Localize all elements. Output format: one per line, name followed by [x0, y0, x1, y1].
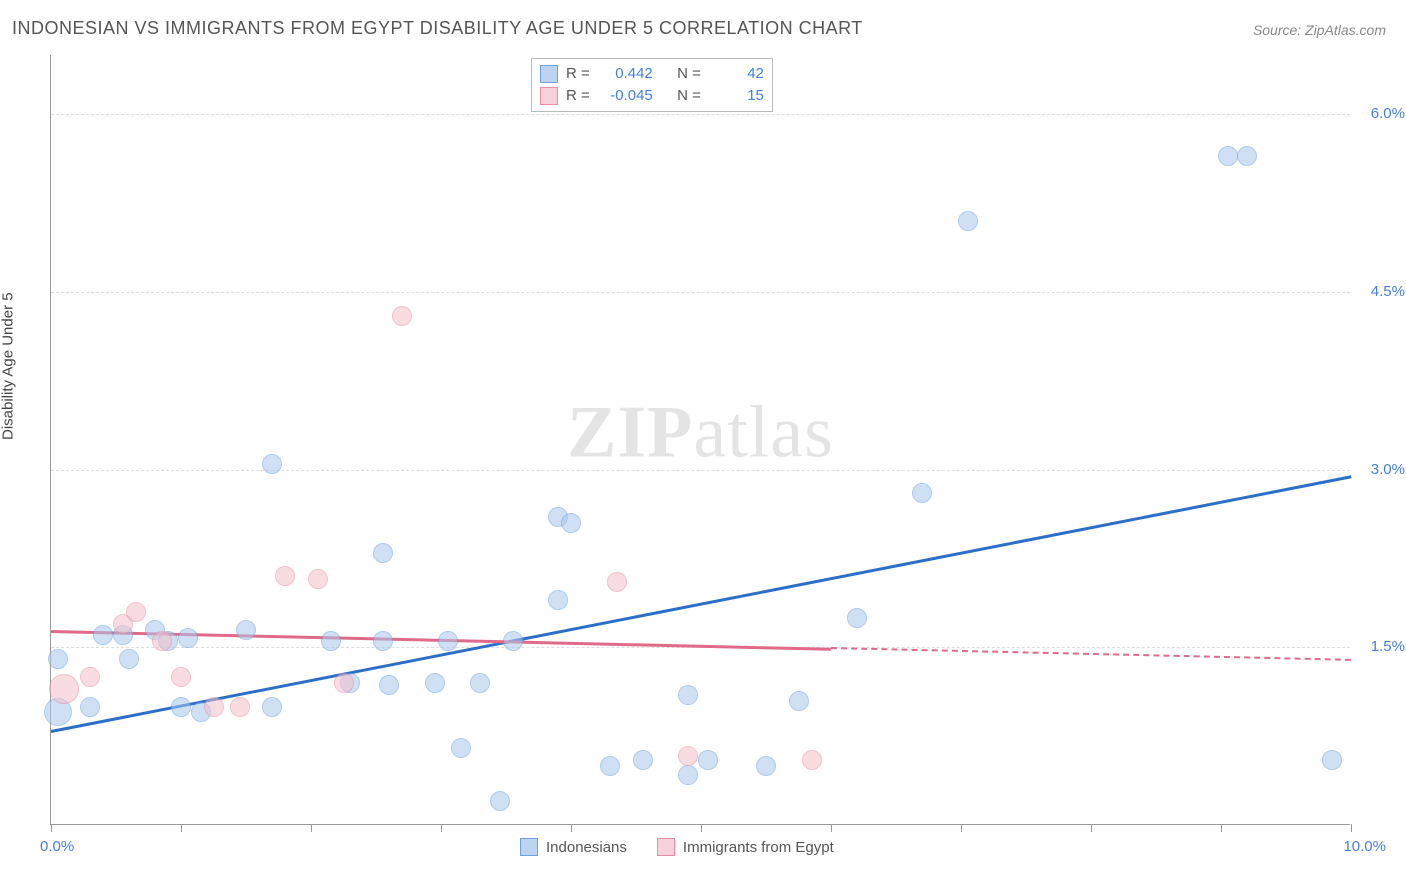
data-point-egypt [607, 572, 627, 592]
y-tick-label: 3.0% [1371, 461, 1405, 478]
data-point-indonesians [80, 697, 100, 717]
data-point-indonesians [119, 649, 139, 669]
data-point-indonesians [958, 211, 978, 231]
data-point-indonesians [470, 673, 490, 693]
x-axis-end-label: 10.0% [1343, 838, 1386, 855]
data-point-indonesians [178, 628, 198, 648]
x-tick [831, 824, 832, 832]
data-point-egypt [126, 602, 146, 622]
legend-label-egypt: Immigrants from Egypt [683, 839, 834, 856]
data-point-egypt [308, 569, 328, 589]
data-point-egypt [152, 631, 172, 651]
x-axis-start-label: 0.0% [40, 838, 74, 855]
data-point-indonesians [503, 631, 523, 651]
data-point-indonesians [236, 620, 256, 640]
data-point-egypt [171, 667, 191, 687]
data-point-indonesians [600, 756, 620, 776]
chart-title: INDONESIAN VS IMMIGRANTS FROM EGYPT DISA… [12, 18, 863, 39]
data-point-indonesians [373, 543, 393, 563]
n-value-egypt: 15 [709, 85, 764, 107]
data-point-indonesians [1322, 750, 1342, 770]
data-point-indonesians [262, 454, 282, 474]
x-tick [571, 824, 572, 832]
data-point-indonesians [633, 750, 653, 770]
data-point-egypt [204, 697, 224, 717]
n-value-indonesians: 42 [709, 63, 764, 85]
data-point-egypt [334, 673, 354, 693]
swatch-pink [540, 87, 558, 105]
bottom-legend: Indonesians Immigrants from Egypt [520, 838, 834, 856]
data-point-indonesians [171, 697, 191, 717]
y-tick-label: 6.0% [1371, 105, 1405, 122]
legend-swatch-blue [520, 838, 538, 856]
data-point-indonesians [678, 765, 698, 785]
legend-swatch-pink [657, 838, 675, 856]
x-tick [961, 824, 962, 832]
gridline: 3.0% [51, 470, 1350, 471]
x-tick [311, 824, 312, 832]
x-tick [1351, 824, 1352, 832]
legend-item-indonesians: Indonesians [520, 838, 627, 856]
data-point-egypt [392, 306, 412, 326]
x-tick [1221, 824, 1222, 832]
data-point-indonesians [1237, 146, 1257, 166]
x-tick [51, 824, 52, 832]
legend-label-indonesians: Indonesians [546, 839, 627, 856]
stats-row-egypt: R = -0.045 N = 15 [540, 85, 764, 107]
swatch-blue [540, 65, 558, 83]
data-point-egypt [80, 667, 100, 687]
data-point-indonesians [48, 649, 68, 669]
data-point-egypt [275, 566, 295, 586]
stats-legend-box: R = 0.442 N = 42 R = -0.045 N = 15 [531, 58, 773, 112]
gridline: 4.5% [51, 292, 1350, 293]
data-point-indonesians [698, 750, 718, 770]
trendline [831, 647, 1351, 661]
data-point-indonesians [756, 756, 776, 776]
y-axis-label: Disability Age Under 5 [0, 292, 17, 440]
correlation-chart: INDONESIAN VS IMMIGRANTS FROM EGYPT DISA… [0, 0, 1406, 892]
legend-item-egypt: Immigrants from Egypt [657, 838, 834, 856]
data-point-indonesians [373, 631, 393, 651]
data-point-indonesians [561, 513, 581, 533]
data-point-indonesians [789, 691, 809, 711]
x-tick [181, 824, 182, 832]
data-point-indonesians [678, 685, 698, 705]
data-point-indonesians [548, 590, 568, 610]
y-tick-label: 1.5% [1371, 638, 1405, 655]
gridline: 6.0% [51, 114, 1350, 115]
x-tick [441, 824, 442, 832]
data-point-indonesians [379, 675, 399, 695]
x-tick [1091, 824, 1092, 832]
data-point-egypt [678, 746, 698, 766]
source-attribution: Source: ZipAtlas.com [1253, 22, 1386, 38]
data-point-indonesians [847, 608, 867, 628]
data-point-indonesians [490, 791, 510, 811]
watermark: ZIPatlas [567, 390, 834, 475]
data-point-indonesians [438, 631, 458, 651]
r-value-indonesians: 0.442 [598, 63, 653, 85]
data-point-egypt [802, 750, 822, 770]
plot-area: ZIPatlas R = 0.442 N = 42 R = -0.045 N =… [50, 55, 1350, 825]
y-tick-label: 4.5% [1371, 283, 1405, 300]
r-value-egypt: -0.045 [598, 85, 653, 107]
data-point-indonesians [912, 483, 932, 503]
stats-row-indonesians: R = 0.442 N = 42 [540, 63, 764, 85]
data-point-indonesians [262, 697, 282, 717]
x-tick [701, 824, 702, 832]
data-point-indonesians [321, 631, 341, 651]
data-point-indonesians [425, 673, 445, 693]
trendline [51, 476, 1352, 734]
data-point-egypt [49, 674, 79, 704]
data-point-indonesians [93, 625, 113, 645]
data-point-indonesians [1218, 146, 1238, 166]
data-point-egypt [230, 697, 250, 717]
data-point-indonesians [451, 738, 471, 758]
